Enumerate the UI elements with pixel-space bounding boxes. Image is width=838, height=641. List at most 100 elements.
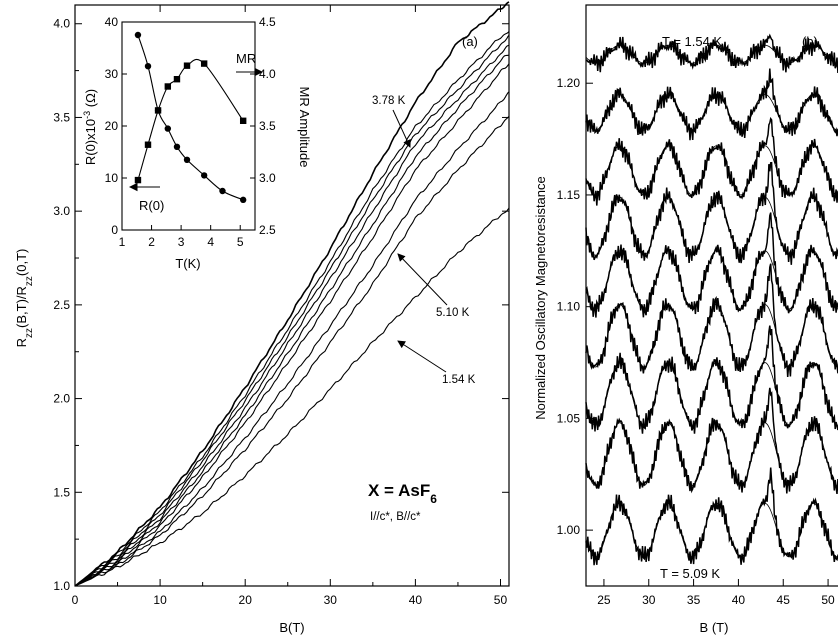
y-tick-label-2-5: 2.5	[53, 298, 70, 312]
inset-right-tick-label-2-5: 2.5	[259, 223, 276, 237]
b-data-curve-4	[585, 212, 838, 318]
y-tick-label-1-0: 1.0	[53, 579, 70, 593]
curve-a-0	[74, 1, 510, 587]
panel-b-ticks: 25 30 35 40 45 50 1.00 1.05 1.10 1.15 1.20	[557, 76, 835, 607]
inset-left-tick-label-10: 10	[105, 171, 119, 185]
inset-point-r-0-7	[219, 187, 226, 195]
panel-b-curves	[585, 33, 838, 566]
curve-a-7	[74, 115, 510, 587]
b-y-tick-label-1-20: 1.20	[557, 76, 581, 90]
panel-b-frame	[585, 4, 838, 587]
inset-left-tick-label-30: 30	[105, 67, 119, 81]
inset-ticks: 1 2 3 4 5 0 10 20 30 40 2.5 3.0 3.5 4.0 4.5	[105, 15, 276, 249]
inset-x-tick-label-4: 4	[207, 235, 214, 249]
inset-point-mr-2	[154, 107, 162, 114]
y-tick-label-4-0: 4.0	[53, 17, 70, 31]
b-fit-curve-0	[585, 44, 838, 64]
x-tick-label-50: 50	[494, 593, 508, 607]
panel-b-y-axis-label: Normalized Oscillatory Magnetoresistance	[533, 176, 548, 419]
b-fit-curve-3	[585, 196, 838, 256]
b-y-tick-label-1-10: 1.10	[557, 300, 581, 314]
inset-left-tick-label-40: 40	[105, 15, 119, 29]
annotation-t-5-09k: T = 5.09 K	[660, 566, 720, 581]
b-data-curve-3	[585, 161, 838, 265]
panel-a-curves	[74, 1, 510, 587]
inset-frame	[121, 21, 256, 231]
panel-a-ticks: 0 10 20 30 40 501.01.52.02.53.03.54.0	[53, 5, 509, 607]
b-fit-curve-1	[585, 94, 838, 131]
arrow-1-54k	[397, 340, 447, 373]
b-x-tick-label-35: 35	[687, 593, 701, 607]
inset-point-mr-0	[134, 176, 142, 184]
curve-a-4	[74, 54, 510, 587]
x-tick-label-10: 10	[153, 593, 167, 607]
y-tick-label-1-5: 1.5	[53, 485, 70, 499]
inset-x-axis-label: T(K)	[175, 256, 200, 271]
inset-x-tick-label-2: 2	[148, 235, 155, 249]
x-tick-label-0: 0	[72, 593, 79, 607]
panel-a: 0 10 20 30 40 501.01.52.02.53.03.54.0 B(T) Rz…	[14, 1, 510, 635]
inset-point-r-0-8	[239, 196, 247, 204]
inset-point-r-0-0	[134, 31, 142, 39]
inset-right-axis-label: MR Amplitude	[297, 87, 312, 168]
inset-right-tick-label-4-0: 4.0	[259, 67, 276, 81]
curve-a-2	[74, 34, 510, 587]
inset-right-tick-label-3-5: 3.5	[259, 119, 276, 133]
inset-left-tick-label-0: 0	[111, 223, 118, 237]
inset-right-tick-label-3-0: 3.0	[259, 171, 276, 185]
b-x-tick-label-30: 30	[642, 593, 656, 607]
curve-a-3	[74, 44, 509, 587]
inset-point-mr-3	[164, 83, 172, 90]
annotation-t-1-54k: T = 1.54 K	[662, 34, 722, 49]
b-data-curve-1	[585, 68, 838, 141]
b-x-tick-label-40: 40	[732, 593, 746, 607]
curve-a-5	[74, 63, 510, 587]
b-fit-curve-4	[585, 250, 838, 310]
curve-a-8	[74, 207, 510, 587]
b-data-curve-6	[585, 325, 838, 434]
inset-mr-label: MR	[236, 51, 256, 66]
inset-point-mr-6	[200, 60, 208, 67]
inset-x-tick-label-1: 1	[119, 235, 126, 249]
inset-point-r-0-4	[173, 143, 181, 150]
inset-point-mr-4	[173, 76, 181, 83]
x-tick-label-30: 30	[324, 593, 338, 607]
b-data-curve-2	[585, 116, 838, 206]
inset-r0-label: R(0)	[139, 198, 164, 213]
panel-b-label: (b)	[802, 34, 818, 49]
annotation-5-10k: 5.10 K	[436, 307, 470, 319]
y-tick-label-3-0: 3.0	[53, 204, 70, 218]
inset-x-tick-label-5: 5	[237, 235, 244, 249]
annotation-3-78k: 3.78 K	[372, 95, 406, 107]
b-y-tick-label-1-15: 1.15	[557, 188, 581, 202]
inset-left-axis-label: R(0)x10-3 (Ω)	[82, 89, 98, 165]
arrow-5-10k	[397, 253, 448, 306]
inset-right-tick-label-4-5: 4.5	[259, 15, 276, 29]
inset-point-mr-1	[144, 141, 152, 148]
curve-a-1	[74, 31, 510, 587]
panel-a-y-axis-label: Rzz(B,T)/Rzz(0,T)	[14, 249, 35, 348]
b-fit-curve-6	[585, 362, 838, 426]
inset-data	[134, 31, 247, 204]
inset-point-r-0-1	[144, 62, 152, 70]
y-tick-label-3-5: 3.5	[53, 110, 70, 124]
inset-point-r-0-6	[200, 172, 208, 179]
panel-b-x-axis-label: B (T)	[700, 620, 729, 635]
b-y-tick-label-1-00: 1.00	[557, 523, 581, 537]
panel-a-frame	[74, 4, 510, 587]
x-tick-label-40: 40	[409, 593, 423, 607]
b-x-tick-label-50: 50	[821, 593, 835, 607]
arrow-3-78k	[392, 109, 411, 148]
inset-chart: 1 2 3 4 5 0 10 20 30 40 2.5 3.0 3.5 4.0 4.5 T(K) R(0)x…	[82, 15, 312, 271]
b-data-curve-8	[585, 467, 838, 566]
inset-left-tick-label-20: 20	[105, 119, 119, 133]
b-fit-curve-7	[585, 422, 838, 486]
inset-point-mr-5	[183, 62, 191, 69]
b-fit-curve-2	[585, 145, 838, 196]
b-y-tick-label-1-05: 1.05	[557, 411, 581, 425]
panel-a-label: (a)	[462, 34, 478, 49]
y-tick-label-2-0: 2.0	[53, 392, 70, 406]
b-x-tick-label-45: 45	[777, 593, 791, 607]
b-fit-curve-5	[585, 304, 838, 368]
